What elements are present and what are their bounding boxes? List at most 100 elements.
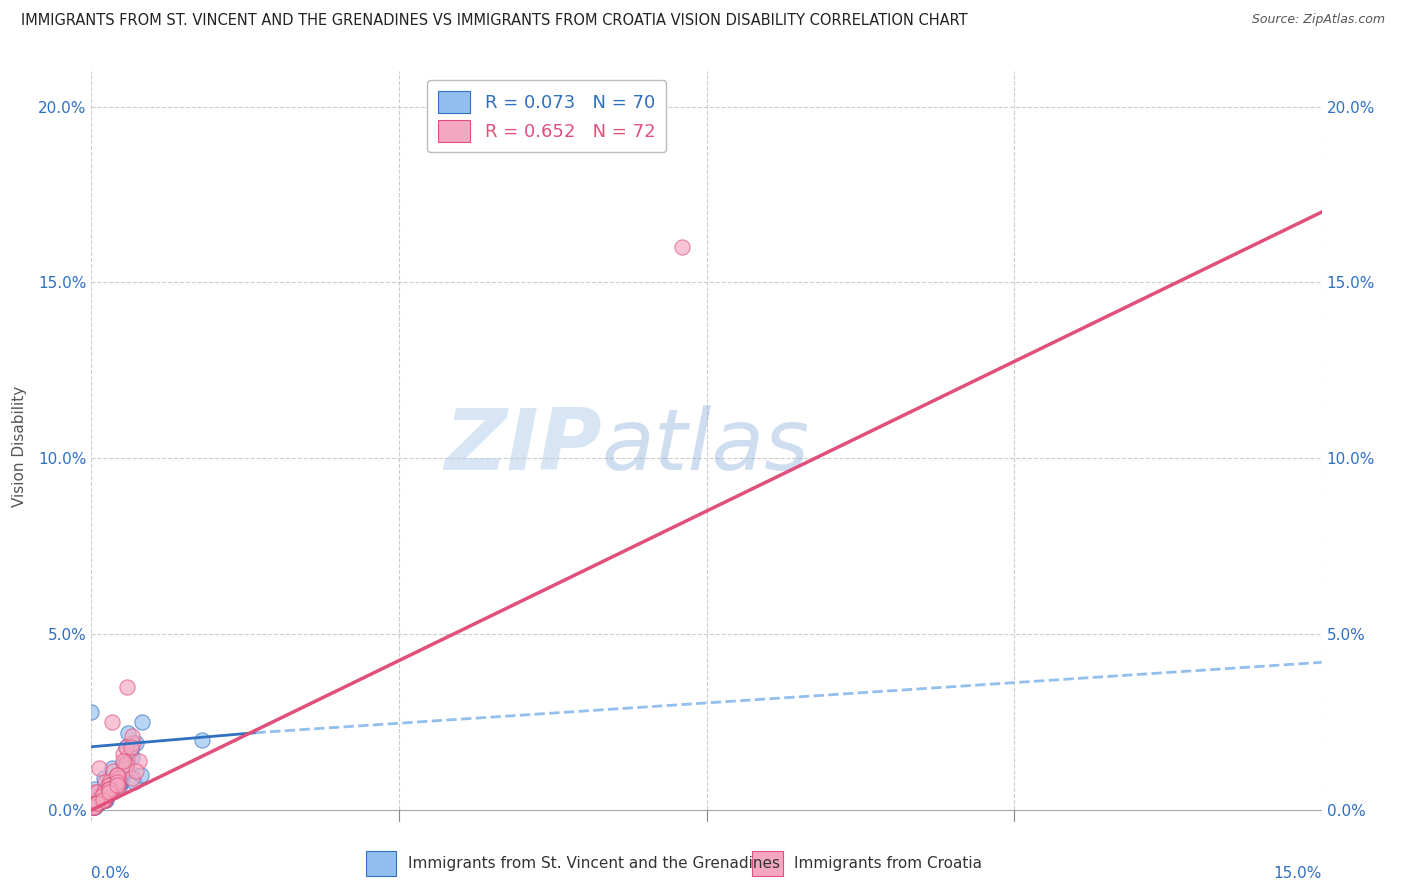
Point (98, 779, 121, 793)
Point (91, 789, 114, 803)
Point (98, 782, 121, 797)
Point (83, 799, 105, 814)
Point (80, 705, 103, 719)
Point (111, 768, 134, 782)
Text: 0.0%: 0.0% (91, 865, 131, 880)
Point (93, 792, 115, 806)
Point (83, 799, 105, 814)
Point (93, 789, 115, 803)
Point (98, 785, 121, 799)
Point (93, 792, 115, 806)
Point (93, 789, 115, 803)
Point (91, 789, 114, 803)
Text: ZIP: ZIP (444, 404, 602, 488)
Point (91, 792, 114, 806)
Point (91, 792, 114, 806)
Point (100, 782, 122, 797)
Point (87, 796, 110, 810)
Point (93, 792, 115, 806)
Point (98, 779, 121, 793)
Point (125, 764, 148, 779)
Point (98, 775, 121, 789)
Point (101, 715, 124, 730)
Point (105, 768, 128, 782)
Point (91, 789, 114, 803)
Point (91, 792, 114, 806)
Point (93, 792, 115, 806)
Point (108, 775, 131, 789)
Point (91, 792, 114, 806)
Point (101, 785, 124, 799)
Point (87, 796, 110, 810)
Point (91, 789, 114, 803)
Point (98, 785, 121, 799)
Point (86, 796, 108, 810)
Point (87, 792, 110, 806)
Point (121, 772, 143, 786)
Legend: R = 0.073   N = 70, R = 0.652   N = 72: R = 0.073 N = 70, R = 0.652 N = 72 (427, 80, 666, 153)
Point (96, 789, 118, 803)
Point (100, 785, 122, 799)
Point (84, 796, 107, 810)
Point (105, 779, 128, 793)
Point (98, 782, 121, 797)
Point (114, 761, 136, 775)
Point (96, 785, 117, 799)
Point (86, 796, 108, 810)
Point (103, 775, 125, 789)
Point (121, 750, 143, 764)
Point (83, 799, 105, 814)
Point (96, 785, 118, 799)
Text: atlas: atlas (602, 404, 810, 488)
Point (83, 799, 105, 814)
Point (86, 785, 108, 799)
Point (103, 779, 125, 793)
Point (86, 796, 108, 810)
Point (93, 785, 115, 799)
Point (94, 789, 117, 803)
Point (91, 792, 114, 806)
Point (86, 792, 108, 806)
Point (86, 796, 108, 810)
Point (114, 761, 136, 775)
Point (91, 789, 114, 803)
Point (107, 772, 129, 786)
Text: Source: ZipAtlas.com: Source: ZipAtlas.com (1251, 13, 1385, 27)
Point (105, 779, 128, 793)
Point (104, 779, 127, 793)
Point (114, 739, 138, 754)
Point (86, 796, 108, 810)
Point (100, 782, 122, 797)
Point (107, 772, 129, 786)
Point (87, 796, 110, 810)
Y-axis label: Vision Disability: Vision Disability (13, 385, 27, 507)
Point (110, 775, 132, 789)
Point (115, 750, 138, 764)
Point (87, 796, 110, 810)
Point (83, 785, 105, 799)
Point (91, 792, 114, 806)
Point (101, 761, 124, 775)
Point (105, 768, 128, 782)
Point (87, 796, 110, 810)
Point (87, 796, 110, 810)
Point (117, 754, 139, 768)
Point (91, 792, 114, 806)
Point (93, 772, 115, 786)
Point (86, 796, 108, 810)
Text: 15.0%: 15.0% (1274, 865, 1322, 880)
Point (131, 768, 153, 782)
Point (112, 754, 135, 768)
Point (117, 725, 139, 739)
Point (82, 792, 104, 806)
Point (120, 739, 142, 754)
Point (114, 739, 138, 754)
Point (83, 799, 105, 814)
Point (121, 729, 143, 743)
Point (87, 792, 110, 806)
Point (101, 782, 124, 797)
Point (117, 680, 139, 694)
Point (86, 796, 108, 810)
Text: Immigrants from St. Vincent and the Grenadines: Immigrants from St. Vincent and the Gren… (408, 856, 780, 871)
Point (86, 796, 108, 810)
